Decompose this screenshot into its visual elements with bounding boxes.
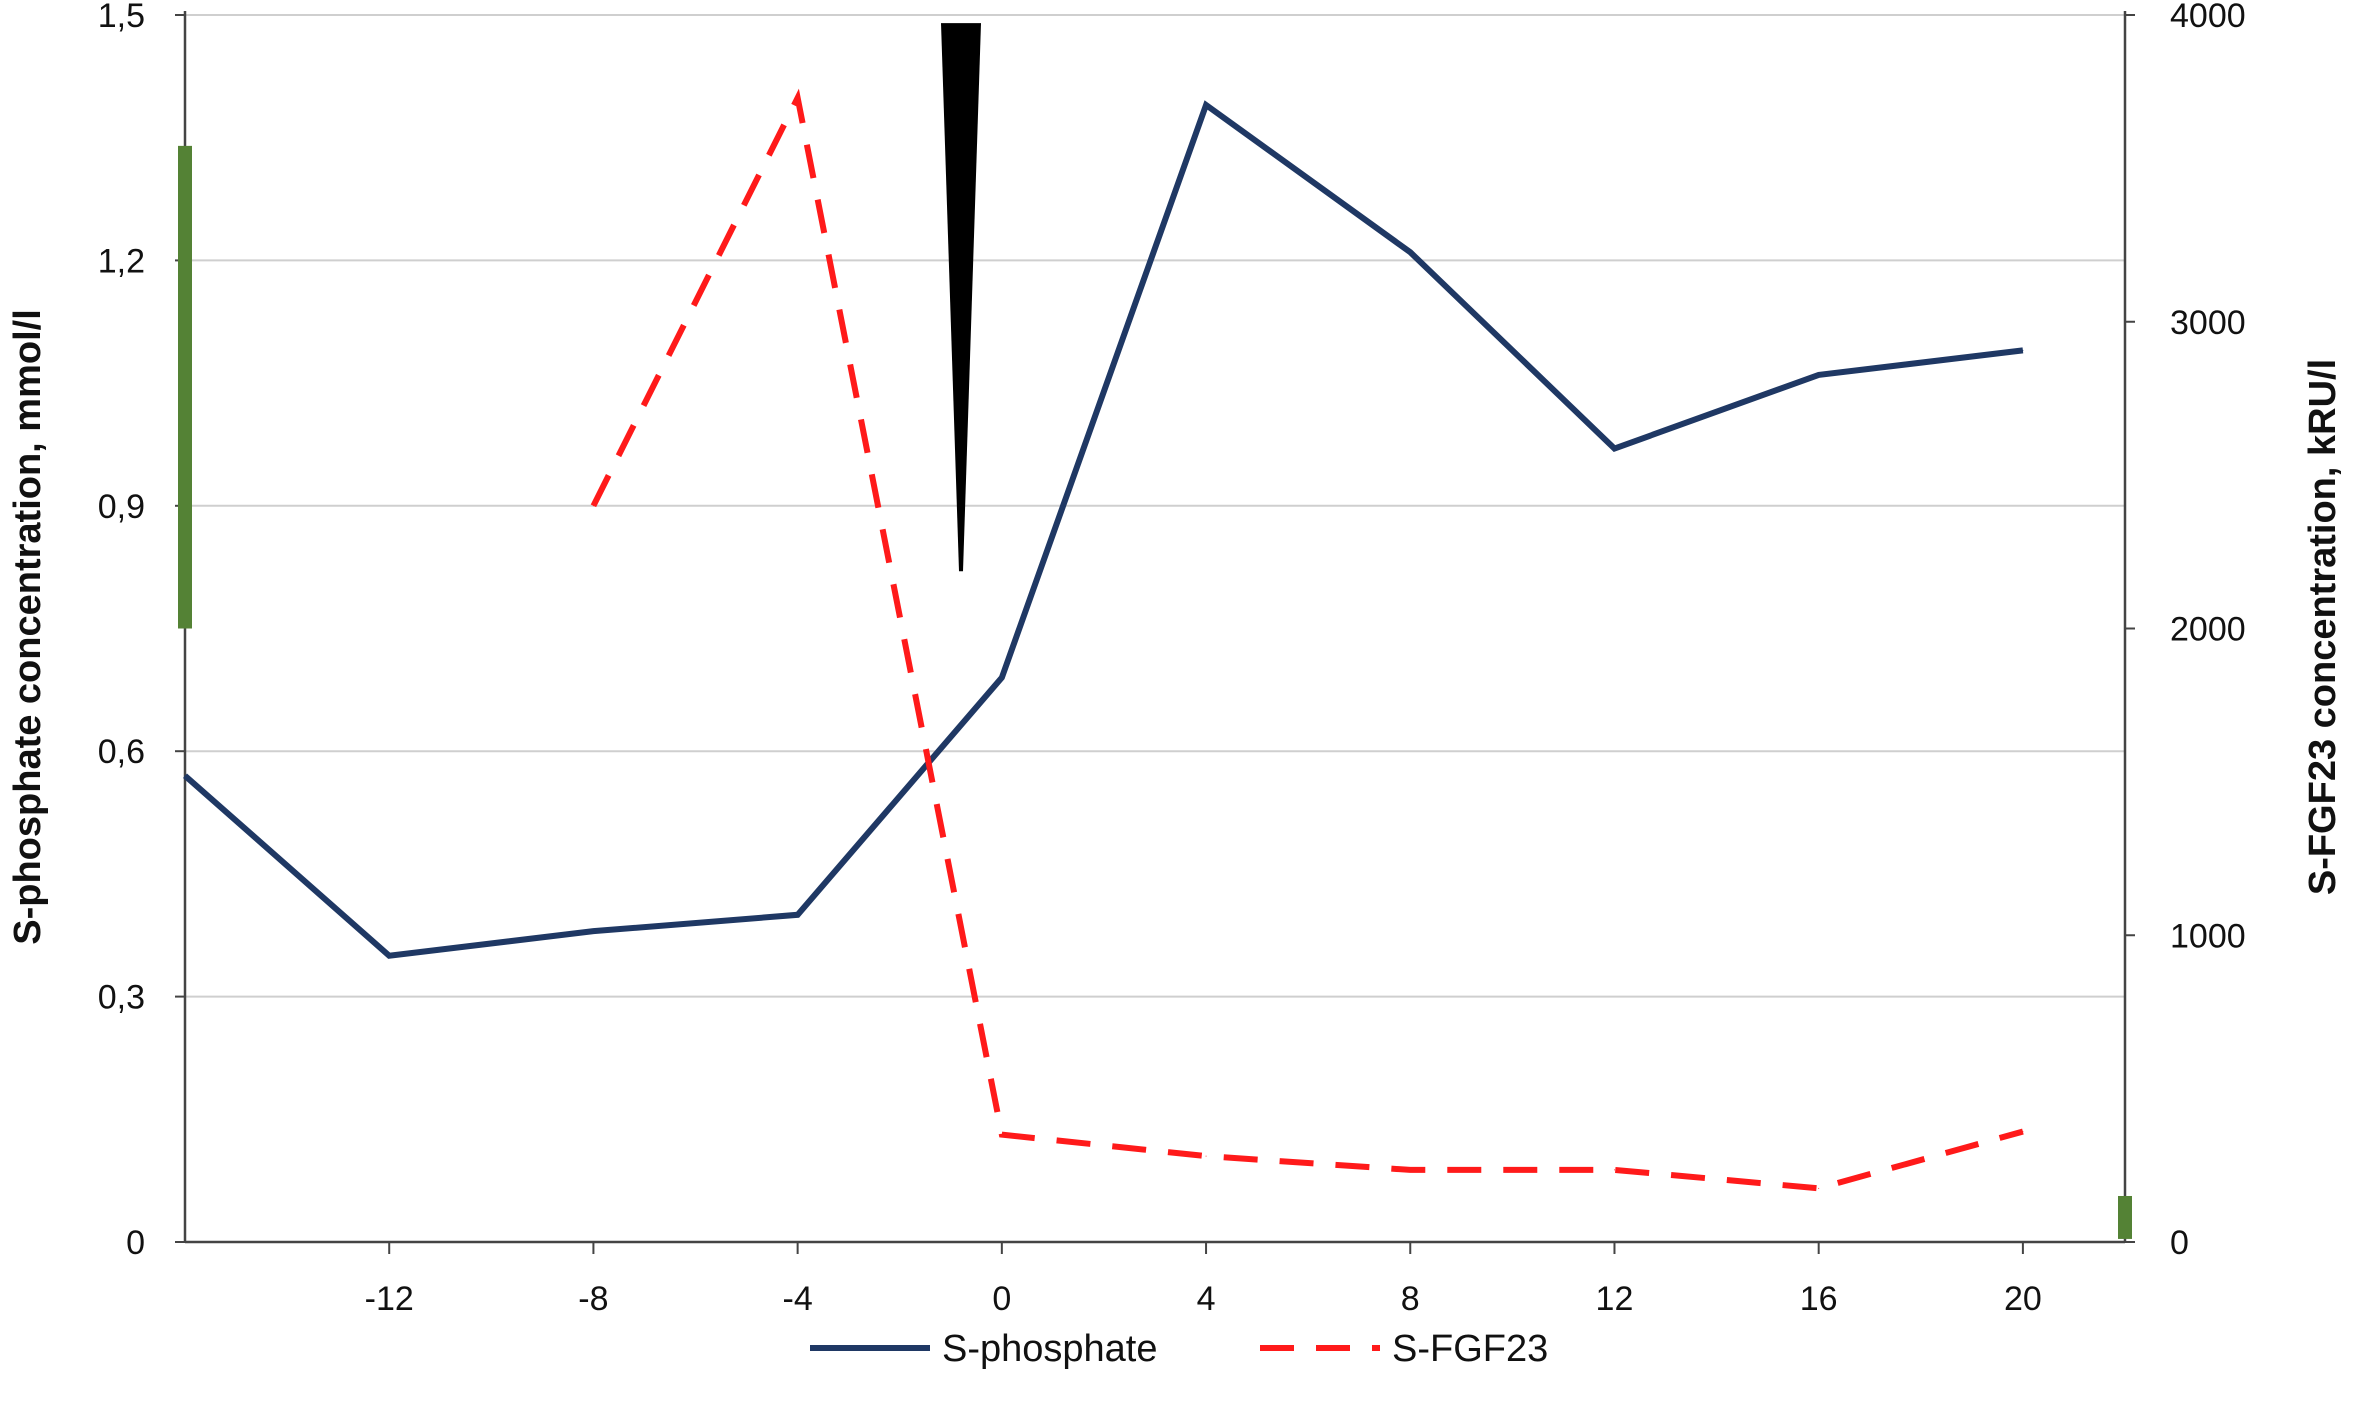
y-left-tick-label: 0,3 xyxy=(98,979,145,1017)
y-axis-right-title: S-FGF23 concentration, kRU/l xyxy=(2302,359,2344,895)
intervention-arrow-marker xyxy=(941,23,981,572)
x-tick-label: -8 xyxy=(578,1280,608,1318)
data-point xyxy=(388,955,390,957)
y-right-tick-label: 4000 xyxy=(2170,0,2246,35)
data-point xyxy=(592,930,594,932)
data-point xyxy=(1818,374,1820,376)
data-point xyxy=(1409,251,1411,253)
data-point xyxy=(1001,677,1003,679)
data-point xyxy=(1613,448,1615,450)
data-point xyxy=(592,505,594,507)
tick-labels: 0 0,3 0,6 0,9 1,2 1,5 0 1000 2000 3000 4000 -12 -8 -4… xyxy=(98,0,2246,1318)
legend: S-phosphate S-FGF23 xyxy=(810,1328,1548,1370)
legend-label: S-FGF23 xyxy=(1392,1328,1548,1370)
series-line-s-fgf23 xyxy=(590,88,2024,1192)
data-point xyxy=(2022,349,2024,351)
reference-range-bar xyxy=(2118,1195,2132,1239)
x-tick-label: -4 xyxy=(783,1280,813,1318)
x-tick-label: 0 xyxy=(992,1280,1011,1318)
x-tick-label: 16 xyxy=(1800,1280,1838,1318)
x-tick-label: -12 xyxy=(365,1280,414,1318)
y-axis-left-title: S-phosphate concentration, mmol/l xyxy=(7,309,49,945)
x-tick-label: 20 xyxy=(2004,1280,2042,1318)
data-point xyxy=(1409,1169,1411,1171)
y-left-tick-label: 0,6 xyxy=(98,733,145,771)
y-right-tick-label: 2000 xyxy=(2170,611,2246,649)
data-point xyxy=(1818,1187,1820,1189)
data-point xyxy=(1205,1155,1207,1157)
y-right-tick-label: 0 xyxy=(2170,1224,2189,1262)
series-lines xyxy=(183,88,2024,1192)
data-point xyxy=(2022,1131,2024,1133)
axes xyxy=(175,11,2135,1254)
y-left-tick-label: 1,5 xyxy=(98,0,145,35)
data-point xyxy=(184,775,186,777)
y-left-tick-label: 0 xyxy=(126,1224,145,1262)
data-point xyxy=(1205,104,1207,106)
reference-range-bar xyxy=(178,145,192,629)
series-line-s-phosphate xyxy=(183,100,2024,959)
y-left-tick-label: 0,9 xyxy=(98,488,145,526)
y-right-tick-label: 1000 xyxy=(2170,917,2246,955)
data-point xyxy=(1613,1169,1615,1171)
x-tick-label: 12 xyxy=(1596,1280,1634,1318)
x-tick-label: 4 xyxy=(1197,1280,1216,1318)
annotations xyxy=(178,23,2132,1239)
gridlines xyxy=(185,14,2125,998)
y-left-tick-label: 1,2 xyxy=(98,242,145,280)
data-point xyxy=(797,914,799,916)
legend-label: S-phosphate xyxy=(942,1328,1158,1370)
data-point xyxy=(1001,1134,1003,1136)
y-right-tick-label: 3000 xyxy=(2170,304,2246,342)
data-point xyxy=(797,97,799,99)
x-tick-label: 8 xyxy=(1401,1280,1420,1318)
